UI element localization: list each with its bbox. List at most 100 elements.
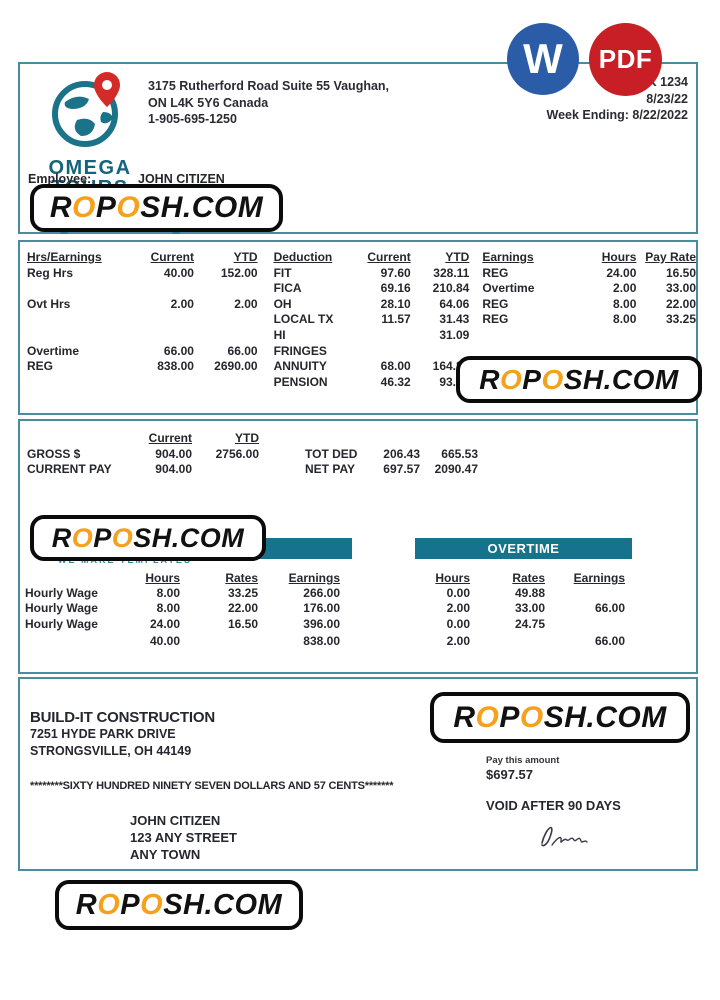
cell: 28.10 bbox=[380, 296, 411, 311]
col-header: Current bbox=[367, 250, 411, 264]
cell: 22.00 bbox=[227, 601, 258, 616]
signature bbox=[541, 826, 588, 847]
cell: 665.53 bbox=[441, 446, 478, 461]
cell: 66.00 bbox=[594, 601, 625, 616]
payee-street: 123 ANY STREET bbox=[130, 830, 237, 845]
word-icon-letter: W bbox=[523, 35, 563, 82]
table-row: Hourly Wage 24.00 16.50 396.00 0.00 24.75 bbox=[25, 617, 625, 632]
cell: 33.00 bbox=[665, 281, 696, 296]
wm-letter: R bbox=[49, 191, 72, 224]
summary-table: Current YTD GROSS $ 904.00 2756.00 TOT DED 2… bbox=[20, 421, 696, 478]
cell: 2.00 bbox=[170, 296, 194, 311]
table-row: Reg Hrs 40.00 152.00 FIT 97.60 328.11 REG 24.00… bbox=[27, 266, 696, 282]
payee-block: JOHN CITIZEN 123 ANY STREET ANY TOWN bbox=[130, 812, 237, 863]
cell: Overtime bbox=[27, 343, 80, 358]
cell bbox=[482, 328, 544, 344]
cell: OH bbox=[273, 296, 292, 311]
cell: 8.00 bbox=[613, 312, 637, 327]
employer-name: BUILD-IT CONSTRUCTION bbox=[30, 709, 215, 726]
wm-letter: O bbox=[116, 191, 141, 224]
col-header: Rates bbox=[225, 571, 258, 585]
wm-letter: P bbox=[522, 363, 542, 395]
check-date: 8/23/22 bbox=[646, 91, 688, 106]
cell: 8.00 bbox=[613, 296, 637, 311]
wm-letters: SH.COM bbox=[163, 888, 283, 921]
cell: FRINGES bbox=[273, 343, 327, 358]
cell: 2.00 bbox=[234, 296, 258, 311]
overtime-title: OVERTIME bbox=[487, 541, 560, 556]
cell bbox=[192, 462, 259, 478]
cell: Hourly Wage bbox=[25, 586, 98, 601]
wm-letter: P bbox=[120, 888, 141, 921]
wm-letter: O bbox=[475, 700, 500, 734]
cell bbox=[411, 344, 470, 360]
word-download-icon[interactable]: W bbox=[507, 23, 579, 95]
cell: 2756.00 bbox=[215, 446, 259, 461]
spacer bbox=[25, 571, 120, 586]
earnings-table-header: Hrs/Earnings Current YTD Deduction Curre… bbox=[27, 250, 696, 266]
col-header: Deduction bbox=[273, 250, 333, 264]
wm-letter: R bbox=[75, 888, 98, 921]
col-header: YTD bbox=[233, 250, 258, 264]
employee-label: Employee: bbox=[28, 172, 92, 186]
cell bbox=[27, 328, 111, 344]
cell: 33.25 bbox=[665, 312, 696, 327]
cell: 11.57 bbox=[381, 312, 411, 327]
pay-amount: $697.57 bbox=[486, 767, 533, 782]
pdf-icon-letters: PDF bbox=[598, 44, 653, 74]
cell: 68.00 bbox=[380, 359, 411, 374]
spacer bbox=[27, 431, 112, 447]
cell: 33.25 bbox=[227, 586, 258, 601]
company-address-block: 3175 Rutherford Road Suite 55 Vaughan, O… bbox=[148, 78, 389, 128]
cell bbox=[194, 312, 258, 328]
cell bbox=[545, 586, 625, 601]
cell: 0.00 bbox=[446, 586, 470, 601]
employee-row: Employee: JOHN CITIZEN bbox=[28, 172, 225, 186]
cell: 97.60 bbox=[380, 265, 411, 280]
cell: 8.00 bbox=[156, 586, 180, 601]
cell bbox=[25, 634, 120, 649]
cell: 31.43 bbox=[439, 312, 470, 327]
check-panel: BUILD-IT CONSTRUCTION 7251 HYDE PARK DRI… bbox=[18, 677, 698, 871]
table-row: HI 31.09 bbox=[27, 328, 696, 344]
wm-letter: O bbox=[541, 363, 564, 395]
cell: 49.88 bbox=[514, 586, 545, 601]
cell: REG bbox=[27, 359, 54, 374]
wm-letters: SH.COM bbox=[563, 363, 679, 395]
globe-pin-icon bbox=[52, 72, 120, 147]
hourly-wage-table: Hours Rates Earnings Hours Rates Earning… bbox=[25, 571, 625, 649]
cell: REG bbox=[482, 312, 509, 327]
cell: 66.00 bbox=[594, 633, 625, 648]
table-row: REG 838.00 2690.00 ANNUITY 68.00 164.88 bbox=[27, 359, 696, 375]
cell bbox=[470, 634, 545, 649]
address-line-3: 1-905-695-1250 bbox=[148, 112, 237, 126]
cell: 2.00 bbox=[446, 633, 470, 648]
cell: GROSS $ bbox=[27, 446, 81, 461]
roposh-watermark: R O P O SH.COM bbox=[456, 356, 702, 403]
col-header: Current bbox=[150, 250, 194, 264]
pdf-download-icon[interactable]: PDF bbox=[589, 23, 662, 96]
cell: 33.00 bbox=[514, 601, 545, 616]
cell bbox=[345, 344, 411, 360]
col-header: Rates bbox=[512, 571, 545, 585]
table-row: CURRENT PAY 904.00 NET PAY 697.57 2090.47 bbox=[27, 462, 696, 478]
col-header: Pay Rate bbox=[645, 250, 696, 264]
cell bbox=[27, 375, 111, 391]
cell: Reg Hrs bbox=[27, 265, 74, 280]
cell bbox=[636, 328, 696, 344]
cell: 66.00 bbox=[163, 343, 194, 358]
logo-text-line1: OMEGA bbox=[48, 157, 132, 179]
table-row: GROSS $ 904.00 2756.00 TOT DED 206.43 665.53 bbox=[27, 447, 696, 463]
cell: 904.00 bbox=[155, 462, 192, 477]
cell bbox=[111, 312, 193, 328]
cell: 24.00 bbox=[149, 616, 180, 631]
wm-letter: O bbox=[499, 363, 523, 395]
cell bbox=[194, 375, 258, 391]
employer-block: BUILD-IT CONSTRUCTION 7251 HYDE PARK DRI… bbox=[30, 709, 215, 760]
cell: Hourly Wage bbox=[25, 616, 98, 631]
cell bbox=[545, 617, 625, 632]
week-ending: Week Ending: 8/22/2022 bbox=[546, 108, 689, 122]
summary-panel: Current YTD GROSS $ 904.00 2756.00 TOT DED 2… bbox=[18, 419, 698, 674]
col-header: Earnings bbox=[573, 571, 625, 585]
cell: FICA bbox=[273, 281, 302, 296]
